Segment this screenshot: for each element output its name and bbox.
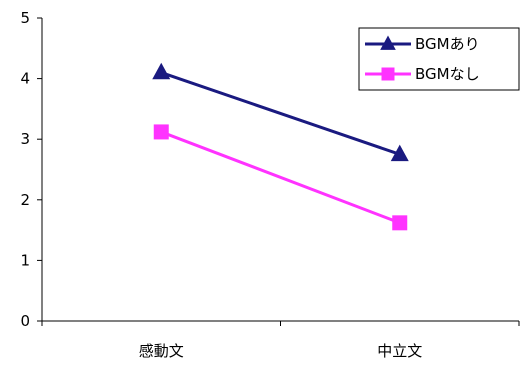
axes <box>37 17 520 326</box>
y-tick-label: 4 <box>20 70 30 88</box>
series-group <box>152 62 409 231</box>
legend-label: BGMなし <box>415 65 480 83</box>
data-point <box>153 124 169 140</box>
series-line <box>160 130 401 225</box>
data-point <box>152 62 171 80</box>
series-1 <box>152 62 409 162</box>
y-tick-label: 5 <box>20 9 30 27</box>
y-tick-labels: 0 1 2 3 4 5 <box>20 9 30 330</box>
legend-marker <box>380 35 396 50</box>
x-tick-labels: 感動文 中立文 <box>139 342 423 360</box>
y-tick-label: 1 <box>20 251 30 269</box>
y-tick-label: 2 <box>20 191 30 209</box>
data-point <box>390 144 409 162</box>
x-tick-label: 感動文 <box>139 342 184 360</box>
legend-marker <box>381 67 395 81</box>
legend: BGMあり BGMなし <box>358 27 520 91</box>
data-point <box>392 215 408 231</box>
y-tick-label: 3 <box>20 130 30 148</box>
x-tick-label: 中立文 <box>377 342 422 360</box>
y-tick-label: 0 <box>20 312 30 330</box>
series-line <box>160 71 401 156</box>
legend-label: BGMあり <box>415 35 480 53</box>
series-2 <box>153 124 408 231</box>
